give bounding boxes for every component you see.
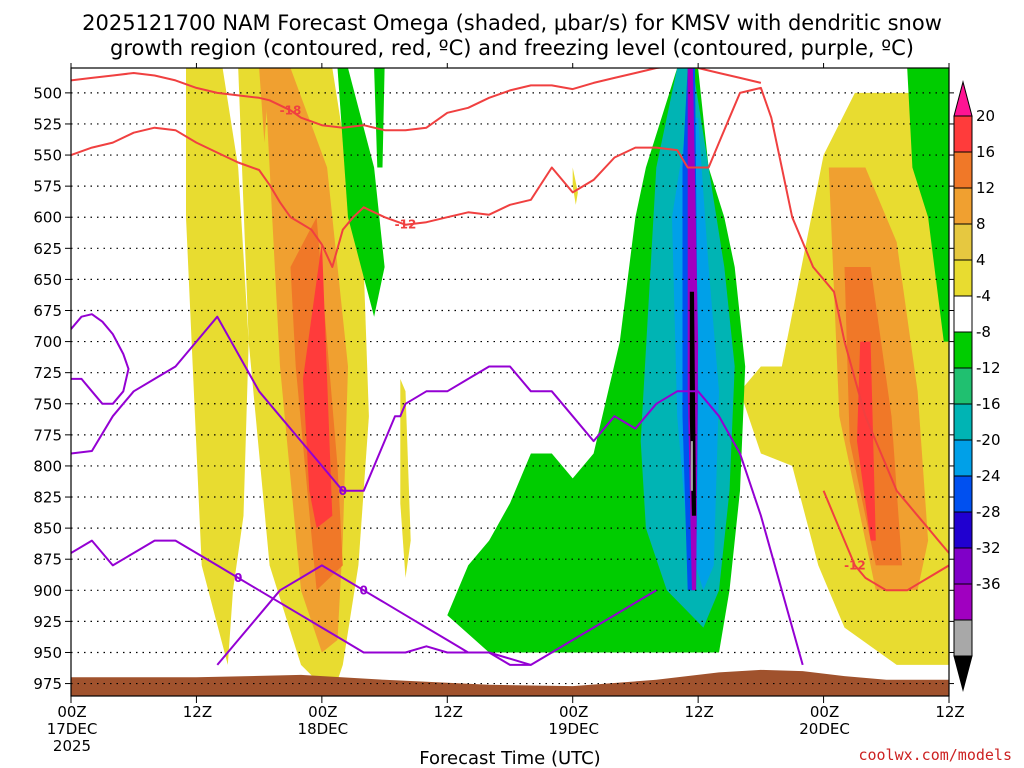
x-tick-label: 12Z — [183, 703, 212, 721]
x-tick-label: 20DEC — [799, 720, 850, 738]
x-axis-label: Forecast Time (UTC) — [419, 748, 600, 768]
x-tick-label: 12Z — [434, 703, 463, 721]
freezing-contour-label: 0 — [339, 484, 347, 498]
y-tick-label: 950 — [33, 644, 62, 662]
y-tick-label: 850 — [33, 520, 62, 538]
colorbar-bin — [953, 223, 973, 261]
y-tick-label: 900 — [33, 582, 62, 600]
colorbar-label: -20 — [976, 431, 1001, 449]
freezing-contour — [71, 539, 532, 666]
colorbar-bin — [953, 583, 973, 621]
x-tick-label: 17DEC — [47, 720, 98, 738]
y-tick-label: 775 — [33, 426, 62, 444]
omega-region — [259, 68, 270, 143]
freezing-contour-label: 0 — [234, 571, 242, 585]
colorbar-label: -16 — [976, 395, 1001, 413]
colorbar-label: 16 — [976, 143, 995, 161]
y-tick-label: 575 — [33, 178, 62, 196]
colorbar-label: -36 — [976, 575, 1001, 593]
colorbar-bin — [953, 259, 973, 297]
plot-area — [71, 68, 949, 696]
freezing-contour — [71, 315, 804, 666]
colorbar-bin — [953, 331, 973, 369]
x-tick-label: 00Z — [810, 703, 839, 721]
chart-title-line-1: 2025121700 NAM Forecast Omega (shaded, μ… — [82, 11, 942, 35]
plot-border — [70, 67, 950, 697]
dgz-contour-label: -12 — [844, 558, 866, 572]
x-tick-label: 00Z — [559, 703, 588, 721]
colorbar-label: -4 — [976, 287, 991, 305]
colorbar-bin — [953, 115, 973, 153]
colorbar-bin — [953, 151, 973, 189]
y-tick-label: 825 — [33, 489, 62, 507]
colorbar-label: -12 — [976, 359, 1001, 377]
colorbar-label: 8 — [976, 215, 986, 233]
x-tick-label: 19DEC — [548, 720, 599, 738]
colorbar-label: 12 — [976, 179, 995, 197]
y-tick-label: 500 — [33, 84, 62, 102]
colorbar-label: -24 — [976, 467, 1001, 485]
omega-region — [337, 68, 385, 317]
colorbar-top-arrow — [953, 80, 973, 117]
dgz-contour — [71, 86, 949, 554]
freezing-contour — [216, 564, 657, 666]
dgz-contour-label: -12 — [395, 218, 417, 232]
colorbar-bottom-arrow — [953, 655, 973, 692]
y-tick-label: 700 — [33, 333, 62, 351]
colorbar-bin — [953, 475, 973, 513]
colorbar-bin — [953, 403, 973, 441]
colorbar-bin — [953, 367, 973, 405]
y-tick-label: 800 — [33, 457, 62, 475]
colorbar-bin — [953, 511, 973, 549]
y-tick-label: 875 — [33, 551, 62, 569]
freezing-contour-label: 0 — [359, 583, 367, 597]
x-tick-label: 12Z — [935, 703, 964, 721]
x-tick-label: 2025 — [53, 737, 91, 755]
colorbar-label: 4 — [976, 251, 986, 269]
y-tick-label: 600 — [33, 209, 62, 227]
colorbar-bin — [953, 619, 973, 657]
y-tick-label: 550 — [33, 147, 62, 165]
colorbar-label: -32 — [976, 539, 1001, 557]
omega-region — [690, 441, 693, 491]
contour-lines: -18 -12 -12 0 0 0 — [71, 68, 949, 666]
credit-text: coolwx.com/models — [858, 746, 1012, 764]
freezing-contour — [71, 313, 130, 405]
chart-title-line-2: growth region (contoured, red, ºC) and f… — [110, 36, 914, 60]
x-tick-label: 18DEC — [298, 720, 349, 738]
y-tick-label: 750 — [33, 395, 62, 413]
y-tick-label: 975 — [33, 675, 62, 693]
plot-frame — [70, 67, 950, 697]
omega-region — [303, 242, 333, 529]
ground-surface — [71, 669, 949, 696]
y-tick-label: 675 — [33, 302, 62, 320]
y-tick-label: 525 — [33, 115, 62, 133]
x-tick-label: 00Z — [57, 703, 86, 721]
dgz-contour — [71, 68, 762, 132]
y-tick-label: 650 — [33, 271, 62, 289]
omega-region — [907, 68, 949, 342]
colorbar: 20 16 12 8 4 -4 -8 -12 -16 -20 -24 -28 -32 -36 — [953, 80, 1001, 692]
colorbar-label: 20 — [976, 107, 995, 125]
dgz-contour — [822, 490, 949, 592]
colorbar-label: -28 — [976, 503, 1001, 521]
x-tick-label: 12Z — [684, 703, 713, 721]
y-axis: 500 525 550 575 600 625 650 675 700 725 750 775 800 8… — [33, 84, 954, 693]
x-tick-label: 00Z — [308, 703, 337, 721]
colorbar-bin — [953, 547, 973, 585]
y-tick-label: 925 — [33, 613, 62, 631]
omega-region — [572, 167, 578, 205]
y-tick-label: 625 — [33, 240, 62, 258]
dgz-contour-label: -18 — [280, 103, 302, 117]
y-tick-label: 725 — [33, 364, 62, 382]
colorbar-bin — [953, 187, 973, 225]
omega-region — [857, 341, 876, 541]
colorbar-bin — [953, 439, 973, 477]
colorbar-label: -8 — [976, 323, 991, 341]
colorbar-bin — [953, 295, 973, 333]
